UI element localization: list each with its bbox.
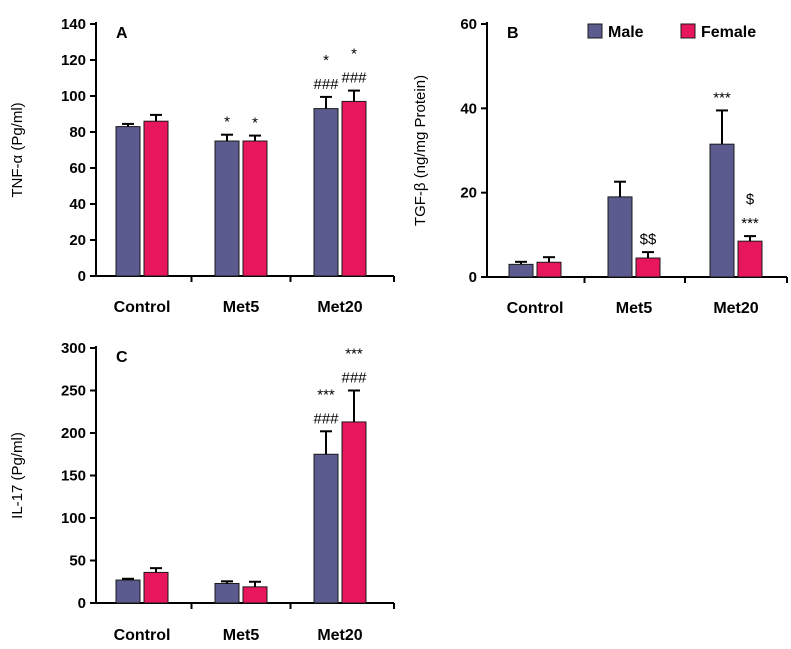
x-category-label: Control: [114, 299, 171, 316]
y-tick-label: 0: [469, 269, 477, 286]
y-tick-label: 80: [69, 124, 86, 141]
significance-annotation: ***: [741, 215, 759, 232]
y-tick-label: 100: [61, 510, 86, 527]
bar-female-control: [143, 120, 169, 277]
y-tick-label: 200: [61, 425, 86, 442]
legend-swatch-female: [680, 23, 696, 39]
significance-annotation: *: [224, 114, 230, 131]
bar-male-control: [115, 126, 141, 277]
y-tick-label: 20: [69, 232, 86, 249]
bar-female-met5: [242, 586, 268, 604]
y-tick-label: 40: [69, 196, 86, 213]
significance-annotation: ***: [317, 386, 335, 403]
bar-female-met5: [242, 140, 268, 277]
bar-male-met5: [214, 140, 240, 277]
y-tick-label: 20: [460, 185, 477, 202]
bar-male-control: [115, 579, 141, 604]
legend-label-female: Female: [701, 24, 756, 41]
y-tick-label: 0: [78, 268, 86, 285]
bar-male-met5: [607, 196, 633, 278]
bar-female-met20: [737, 240, 763, 278]
y-tick-label: 60: [69, 160, 86, 177]
bar-male-met5: [214, 582, 240, 604]
y-tick-label: 150: [61, 468, 86, 485]
significance-annotation: ###: [341, 370, 367, 387]
panel-label: B: [507, 25, 519, 42]
bar-female-met5: [635, 257, 661, 278]
panel-label: A: [116, 25, 128, 42]
legend: Male Female: [587, 23, 756, 41]
bar-female-control: [143, 571, 169, 604]
y-axis-label: IL-17 (Pg/ml): [9, 432, 26, 519]
y-axis-label: TNF-α (Pg/ml): [9, 102, 26, 197]
y-tick-label: 100: [61, 88, 86, 105]
y-tick-label: 40: [460, 100, 477, 117]
legend-label-male: Male: [608, 24, 644, 41]
x-category-label: Met5: [223, 627, 260, 644]
bar-female-met20: [341, 100, 367, 277]
significance-annotation: *: [351, 46, 357, 63]
panel-a: 0 20 40 60 80 100 120 140 Control Met5 Met20 * ### * *…: [9, 16, 395, 316]
x-category-label: Control: [114, 627, 171, 644]
significance-annotation: ###: [313, 76, 339, 93]
significance-annotation: ***: [713, 89, 731, 106]
significance-annotation: ###: [341, 70, 367, 87]
y-tick-label: 120: [61, 52, 86, 69]
y-tick-label: 60: [460, 16, 477, 33]
x-category-label: Met20: [713, 300, 758, 317]
y-axis-label: TGF-β (ng/mg Protein): [412, 75, 429, 226]
significance-annotation: *: [252, 115, 258, 132]
x-category-label: Met20: [317, 627, 362, 644]
x-category-label: Met5: [223, 299, 260, 316]
bar-female-met20: [341, 421, 367, 604]
y-tick-label: 140: [61, 16, 86, 33]
bar-male-met20: [709, 143, 735, 278]
x-category-label: Met5: [616, 300, 653, 317]
significance-annotation: $$: [640, 231, 657, 248]
y-tick-label: 0: [78, 595, 86, 612]
significance-annotation: ***: [345, 346, 363, 363]
bar-male-met20: [313, 108, 339, 277]
significance-annotation: $: [746, 191, 755, 208]
legend-swatch-male: [587, 23, 603, 39]
bar-male-met20: [313, 453, 339, 604]
panel-b: 0 20 40 60 Control Met5 Met20 *** $$ *** $ B TGF-β (…: [412, 16, 788, 317]
significance-annotation: *: [323, 52, 329, 69]
significance-annotation: ###: [313, 410, 339, 427]
y-tick-label: 300: [61, 340, 86, 357]
bar-female-control: [536, 261, 562, 278]
panel-c: 0 50 100 150 200 250 300 Control Met5 Met20 ### ***…: [9, 340, 395, 644]
x-category-label: Control: [507, 300, 564, 317]
panel-label: C: [116, 349, 128, 366]
y-tick-label: 250: [61, 383, 86, 400]
x-category-label: Met20: [317, 299, 362, 316]
y-tick-label: 50: [69, 553, 86, 570]
bar-male-control: [508, 263, 534, 278]
